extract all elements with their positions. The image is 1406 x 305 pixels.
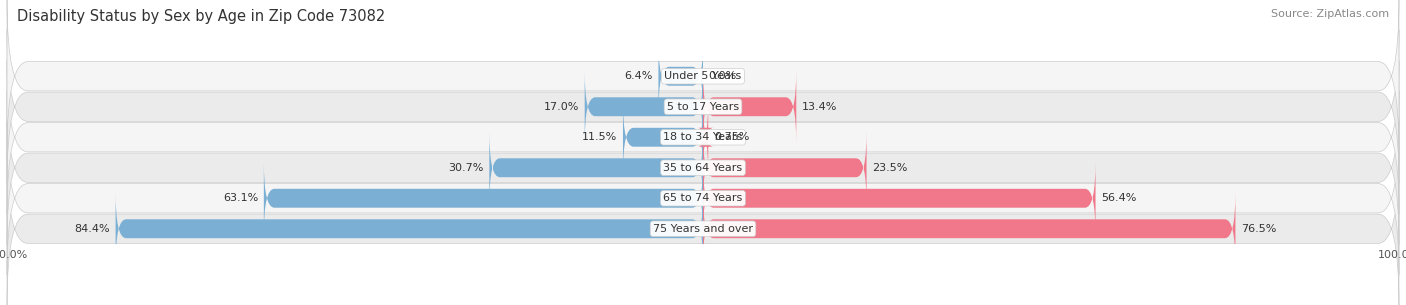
FancyBboxPatch shape	[585, 70, 703, 143]
Text: 5 to 17 Years: 5 to 17 Years	[666, 102, 740, 112]
Text: 30.7%: 30.7%	[449, 163, 484, 173]
FancyBboxPatch shape	[7, 60, 1399, 214]
Text: Under 5 Years: Under 5 Years	[665, 71, 741, 81]
Text: 6.4%: 6.4%	[624, 71, 652, 81]
FancyBboxPatch shape	[264, 162, 703, 235]
Text: 0.75%: 0.75%	[714, 132, 749, 142]
FancyBboxPatch shape	[658, 40, 703, 113]
FancyBboxPatch shape	[7, 0, 1399, 153]
Text: 17.0%: 17.0%	[544, 102, 579, 112]
Text: 63.1%: 63.1%	[224, 193, 259, 203]
FancyBboxPatch shape	[703, 131, 866, 204]
Text: 76.5%: 76.5%	[1241, 224, 1277, 234]
FancyBboxPatch shape	[115, 192, 703, 265]
FancyBboxPatch shape	[489, 131, 703, 204]
Text: 11.5%: 11.5%	[582, 132, 617, 142]
Text: 18 to 34 Years: 18 to 34 Years	[664, 132, 742, 142]
Text: 84.4%: 84.4%	[75, 224, 110, 234]
FancyBboxPatch shape	[7, 91, 1399, 245]
FancyBboxPatch shape	[703, 192, 1236, 265]
Text: 13.4%: 13.4%	[801, 102, 837, 112]
Text: 56.4%: 56.4%	[1101, 193, 1136, 203]
Text: 23.5%: 23.5%	[872, 163, 907, 173]
Text: Source: ZipAtlas.com: Source: ZipAtlas.com	[1271, 9, 1389, 19]
Text: 35 to 64 Years: 35 to 64 Years	[664, 163, 742, 173]
Text: 0.0%: 0.0%	[709, 71, 737, 81]
FancyBboxPatch shape	[7, 152, 1399, 305]
Text: 75 Years and over: 75 Years and over	[652, 224, 754, 234]
FancyBboxPatch shape	[697, 101, 713, 174]
Text: 65 to 74 Years: 65 to 74 Years	[664, 193, 742, 203]
Text: Disability Status by Sex by Age in Zip Code 73082: Disability Status by Sex by Age in Zip C…	[17, 9, 385, 24]
FancyBboxPatch shape	[623, 101, 703, 174]
FancyBboxPatch shape	[703, 162, 1095, 235]
FancyBboxPatch shape	[7, 121, 1399, 275]
FancyBboxPatch shape	[703, 70, 796, 143]
FancyBboxPatch shape	[7, 30, 1399, 184]
